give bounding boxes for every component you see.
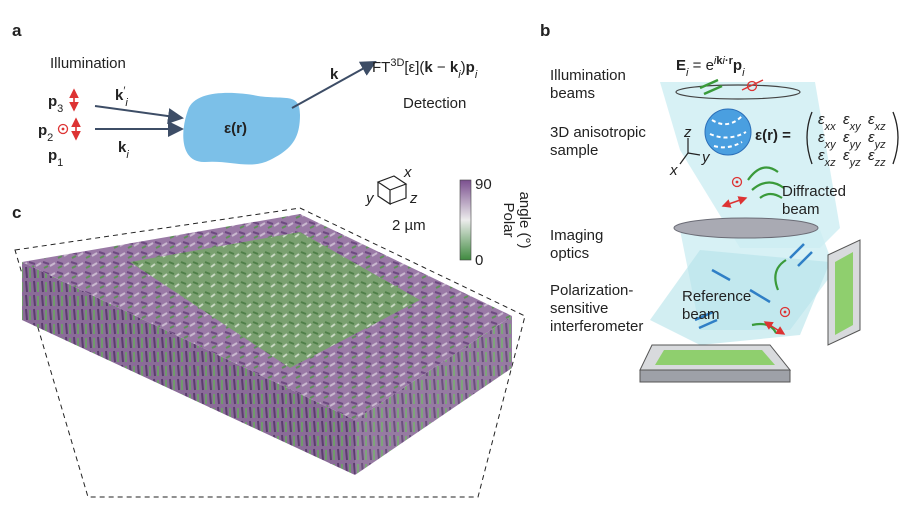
formula-part: p	[48, 147, 57, 164]
formula-part: i	[125, 97, 128, 109]
formula-part: ′	[123, 85, 125, 97]
axis-label: z	[683, 124, 692, 141]
polarization	[736, 181, 739, 184]
formula-part: [ε](	[404, 59, 424, 76]
camera-sensor	[655, 350, 775, 365]
panel-label: b	[540, 21, 550, 40]
formula-part: xx	[824, 121, 837, 133]
formula-part: p	[733, 57, 742, 74]
formula-part: p	[48, 93, 57, 110]
colorbar-tick: 90	[475, 176, 492, 193]
axis-label: x	[403, 164, 412, 181]
formula-part: ) =	[773, 127, 791, 144]
colorbar-title: Polar	[500, 202, 517, 237]
polarization	[784, 311, 787, 314]
formula-part: ε(	[224, 120, 236, 137]
label: Polarization-	[550, 282, 633, 299]
label: beams	[550, 85, 595, 102]
label: 3D anisotropic	[550, 124, 646, 141]
formula-part: k	[330, 66, 339, 83]
formula-part: 3	[57, 103, 63, 115]
label: p3	[48, 93, 63, 115]
label: k′i	[115, 85, 128, 109]
colorbar	[460, 180, 471, 260]
formula-part: FT	[372, 59, 390, 76]
label: Ei = eiki·rpi	[676, 55, 745, 79]
formula-part: xy	[849, 121, 863, 133]
formula-part: yz	[849, 157, 862, 169]
formula-part: )	[242, 120, 247, 137]
axis-label: x	[669, 162, 678, 179]
label: ε(r) =	[755, 127, 791, 144]
colorbar-tick: 0	[475, 252, 483, 269]
label: sensitive	[550, 300, 608, 317]
panel-label: a	[12, 21, 22, 40]
formula-part: xy	[824, 139, 838, 151]
formula-part: E	[676, 57, 686, 74]
label: Imaging	[550, 227, 603, 244]
axis-label: y	[365, 190, 375, 207]
arrow	[95, 106, 182, 118]
formula-part: ε(	[755, 127, 767, 144]
formula-part: 1	[57, 157, 63, 169]
panel-label: c	[12, 203, 21, 222]
label: k	[330, 66, 339, 83]
formula-part: p	[38, 122, 47, 139]
bracket	[893, 112, 898, 164]
label: Reference	[682, 288, 751, 305]
label: sample	[550, 142, 598, 159]
formula-part: 2	[47, 132, 53, 144]
camera	[640, 370, 790, 382]
colorbar-title: angle (°)	[516, 192, 533, 249]
label: Diffracted	[782, 183, 846, 200]
formula-part: 3D	[390, 57, 404, 69]
formula-part: zz	[874, 157, 887, 169]
axes-cube	[378, 176, 406, 204]
figure: a Illumination p3 p2 p1 k′i ki ε(r) k FT…	[0, 0, 901, 502]
label: optics	[550, 245, 589, 262]
camera-sensor	[835, 252, 853, 335]
formula-part: yy	[849, 139, 863, 151]
axis-label: z	[409, 190, 418, 207]
label: ki	[118, 139, 129, 161]
label: beam	[782, 201, 820, 218]
label: Illumination	[50, 55, 126, 72]
scale-bar: 2 µm	[392, 217, 426, 234]
formula-part: p	[466, 59, 475, 76]
formula-part: xz	[874, 121, 887, 133]
formula-part: yz	[874, 139, 887, 151]
label: interferometer	[550, 318, 643, 335]
lens	[674, 218, 818, 238]
tensor: εxxεxyεxzεxyεyyεyzεxzεyzεzz	[818, 111, 886, 169]
polarization	[62, 128, 65, 131]
label: FT3D[ε](k − ki)pi	[372, 57, 478, 81]
formula-part: i	[475, 69, 478, 81]
label: Illumination	[550, 67, 626, 84]
label: p1	[48, 147, 63, 169]
formula-part: = e	[688, 57, 713, 74]
formula-part: xz	[824, 157, 837, 169]
label: p2	[38, 122, 53, 144]
label: Detection	[403, 95, 466, 112]
label: beam	[682, 306, 720, 323]
formula-part: i	[742, 67, 745, 79]
formula-part: i	[126, 149, 129, 161]
formula-part: −	[433, 59, 450, 76]
label: ε(r)	[224, 120, 247, 137]
